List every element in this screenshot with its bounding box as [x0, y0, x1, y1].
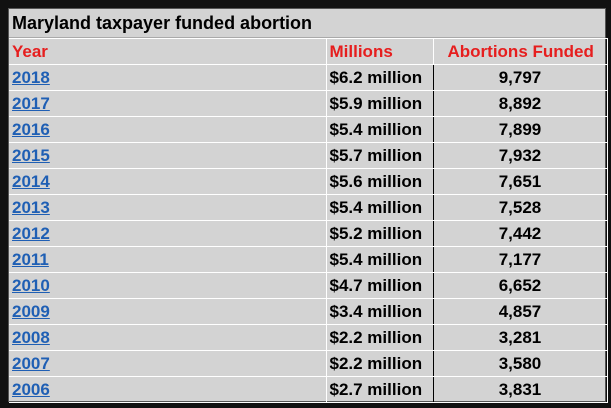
table-row: 2006 $2.7 million 3,831: [9, 376, 608, 403]
millions-cell: $2.2 million: [325, 350, 434, 377]
year-cell: 2015: [9, 142, 327, 169]
abortions-funded-cell: 7,932: [433, 142, 608, 169]
spreadsheet-table: Maryland taxpayer funded abortion Year M…: [8, 8, 608, 403]
year-cell: 2016: [9, 116, 327, 143]
table-row: 2008 $2.2 million 3,281: [9, 324, 608, 351]
table-title: Maryland taxpayer funded abortion: [9, 9, 605, 38]
table-row: 2016 $5.4 million 7,899: [9, 116, 608, 143]
millions-cell: $5.2 million: [325, 220, 434, 247]
abortions-funded-cell: 3,831: [433, 376, 608, 403]
millions-cell: $3.4 million: [325, 298, 434, 325]
year-cell: 2009: [9, 298, 327, 325]
year-cell: 2011: [9, 246, 327, 273]
abortions-funded-cell: 7,899: [433, 116, 608, 143]
header-row: Year Millions Abortions Funded: [9, 38, 608, 65]
year-cell: 2007: [9, 350, 327, 377]
year-link[interactable]: 2006: [12, 379, 50, 399]
table-row: 2013 $5.4 million 7,528: [9, 194, 608, 221]
column-header-year: Year: [9, 38, 327, 65]
year-cell: 2008: [9, 324, 327, 351]
table-row: 2017 $5.9 million 8,892: [9, 90, 608, 117]
year-link[interactable]: 2007: [12, 353, 50, 373]
year-link[interactable]: 2015: [12, 145, 50, 165]
millions-cell: $6.2 million: [325, 64, 434, 91]
millions-cell: $5.4 million: [325, 116, 434, 143]
millions-cell: $4.7 million: [325, 272, 434, 299]
table-row: 2011 $5.4 million 7,177: [9, 246, 608, 273]
year-cell: 2017: [9, 90, 327, 117]
year-cell: 2006: [9, 376, 327, 403]
abortions-funded-cell: 3,580: [433, 350, 608, 377]
column-header-millions: Millions: [326, 38, 434, 65]
year-link[interactable]: 2018: [12, 67, 50, 87]
table-row: 2007 $2.2 million 3,580: [9, 350, 608, 377]
year-cell: 2018: [9, 64, 327, 91]
data-table: Year Millions Abortions Funded 2018 $6.2 …: [9, 38, 608, 403]
millions-cell: $5.4 million: [325, 246, 434, 273]
table-row: 2018 $6.2 million 9,797: [9, 64, 608, 91]
year-link[interactable]: 2010: [12, 275, 50, 295]
year-cell: 2010: [9, 272, 327, 299]
year-link[interactable]: 2016: [12, 119, 50, 139]
year-cell: 2013: [9, 194, 327, 221]
abortions-funded-cell: 7,177: [433, 246, 608, 273]
table-row: 2010 $4.7 million 6,652: [9, 272, 608, 299]
abortions-funded-cell: 9,797: [433, 64, 608, 91]
year-link[interactable]: 2011: [12, 249, 49, 269]
year-link[interactable]: 2017: [12, 93, 50, 113]
millions-cell: $5.4 million: [325, 194, 434, 221]
year-cell: 2014: [9, 168, 327, 195]
year-link[interactable]: 2012: [12, 223, 50, 243]
table-row: 2009 $3.4 million 4,857: [9, 298, 608, 325]
year-link[interactable]: 2013: [12, 197, 50, 217]
abortions-funded-cell: 7,528: [433, 194, 608, 221]
abortions-funded-cell: 6,652: [433, 272, 608, 299]
abortions-funded-cell: 3,281: [433, 324, 608, 351]
year-link[interactable]: 2014: [12, 171, 50, 191]
year-cell: 2012: [9, 220, 327, 247]
abortions-funded-cell: 4,857: [433, 298, 608, 325]
millions-cell: $2.2 million: [325, 324, 434, 351]
abortions-funded-cell: 8,892: [433, 90, 608, 117]
millions-cell: $5.6 million: [325, 168, 434, 195]
millions-cell: $5.9 million: [325, 90, 434, 117]
year-link[interactable]: 2008: [12, 327, 50, 347]
table-row: 2015 $5.7 million 7,932: [9, 142, 608, 169]
table-row: 2012 $5.2 million 7,442: [9, 220, 608, 247]
table-row: 2014 $5.6 million 7,651: [9, 168, 608, 195]
abortions-funded-cell: 7,442: [433, 220, 608, 247]
abortions-funded-cell: 7,651: [433, 168, 608, 195]
millions-cell: $5.7 million: [325, 142, 434, 169]
millions-cell: $2.7 million: [325, 376, 434, 403]
year-link[interactable]: 2009: [12, 301, 50, 321]
column-header-abortions-funded: Abortions Funded: [433, 38, 608, 65]
